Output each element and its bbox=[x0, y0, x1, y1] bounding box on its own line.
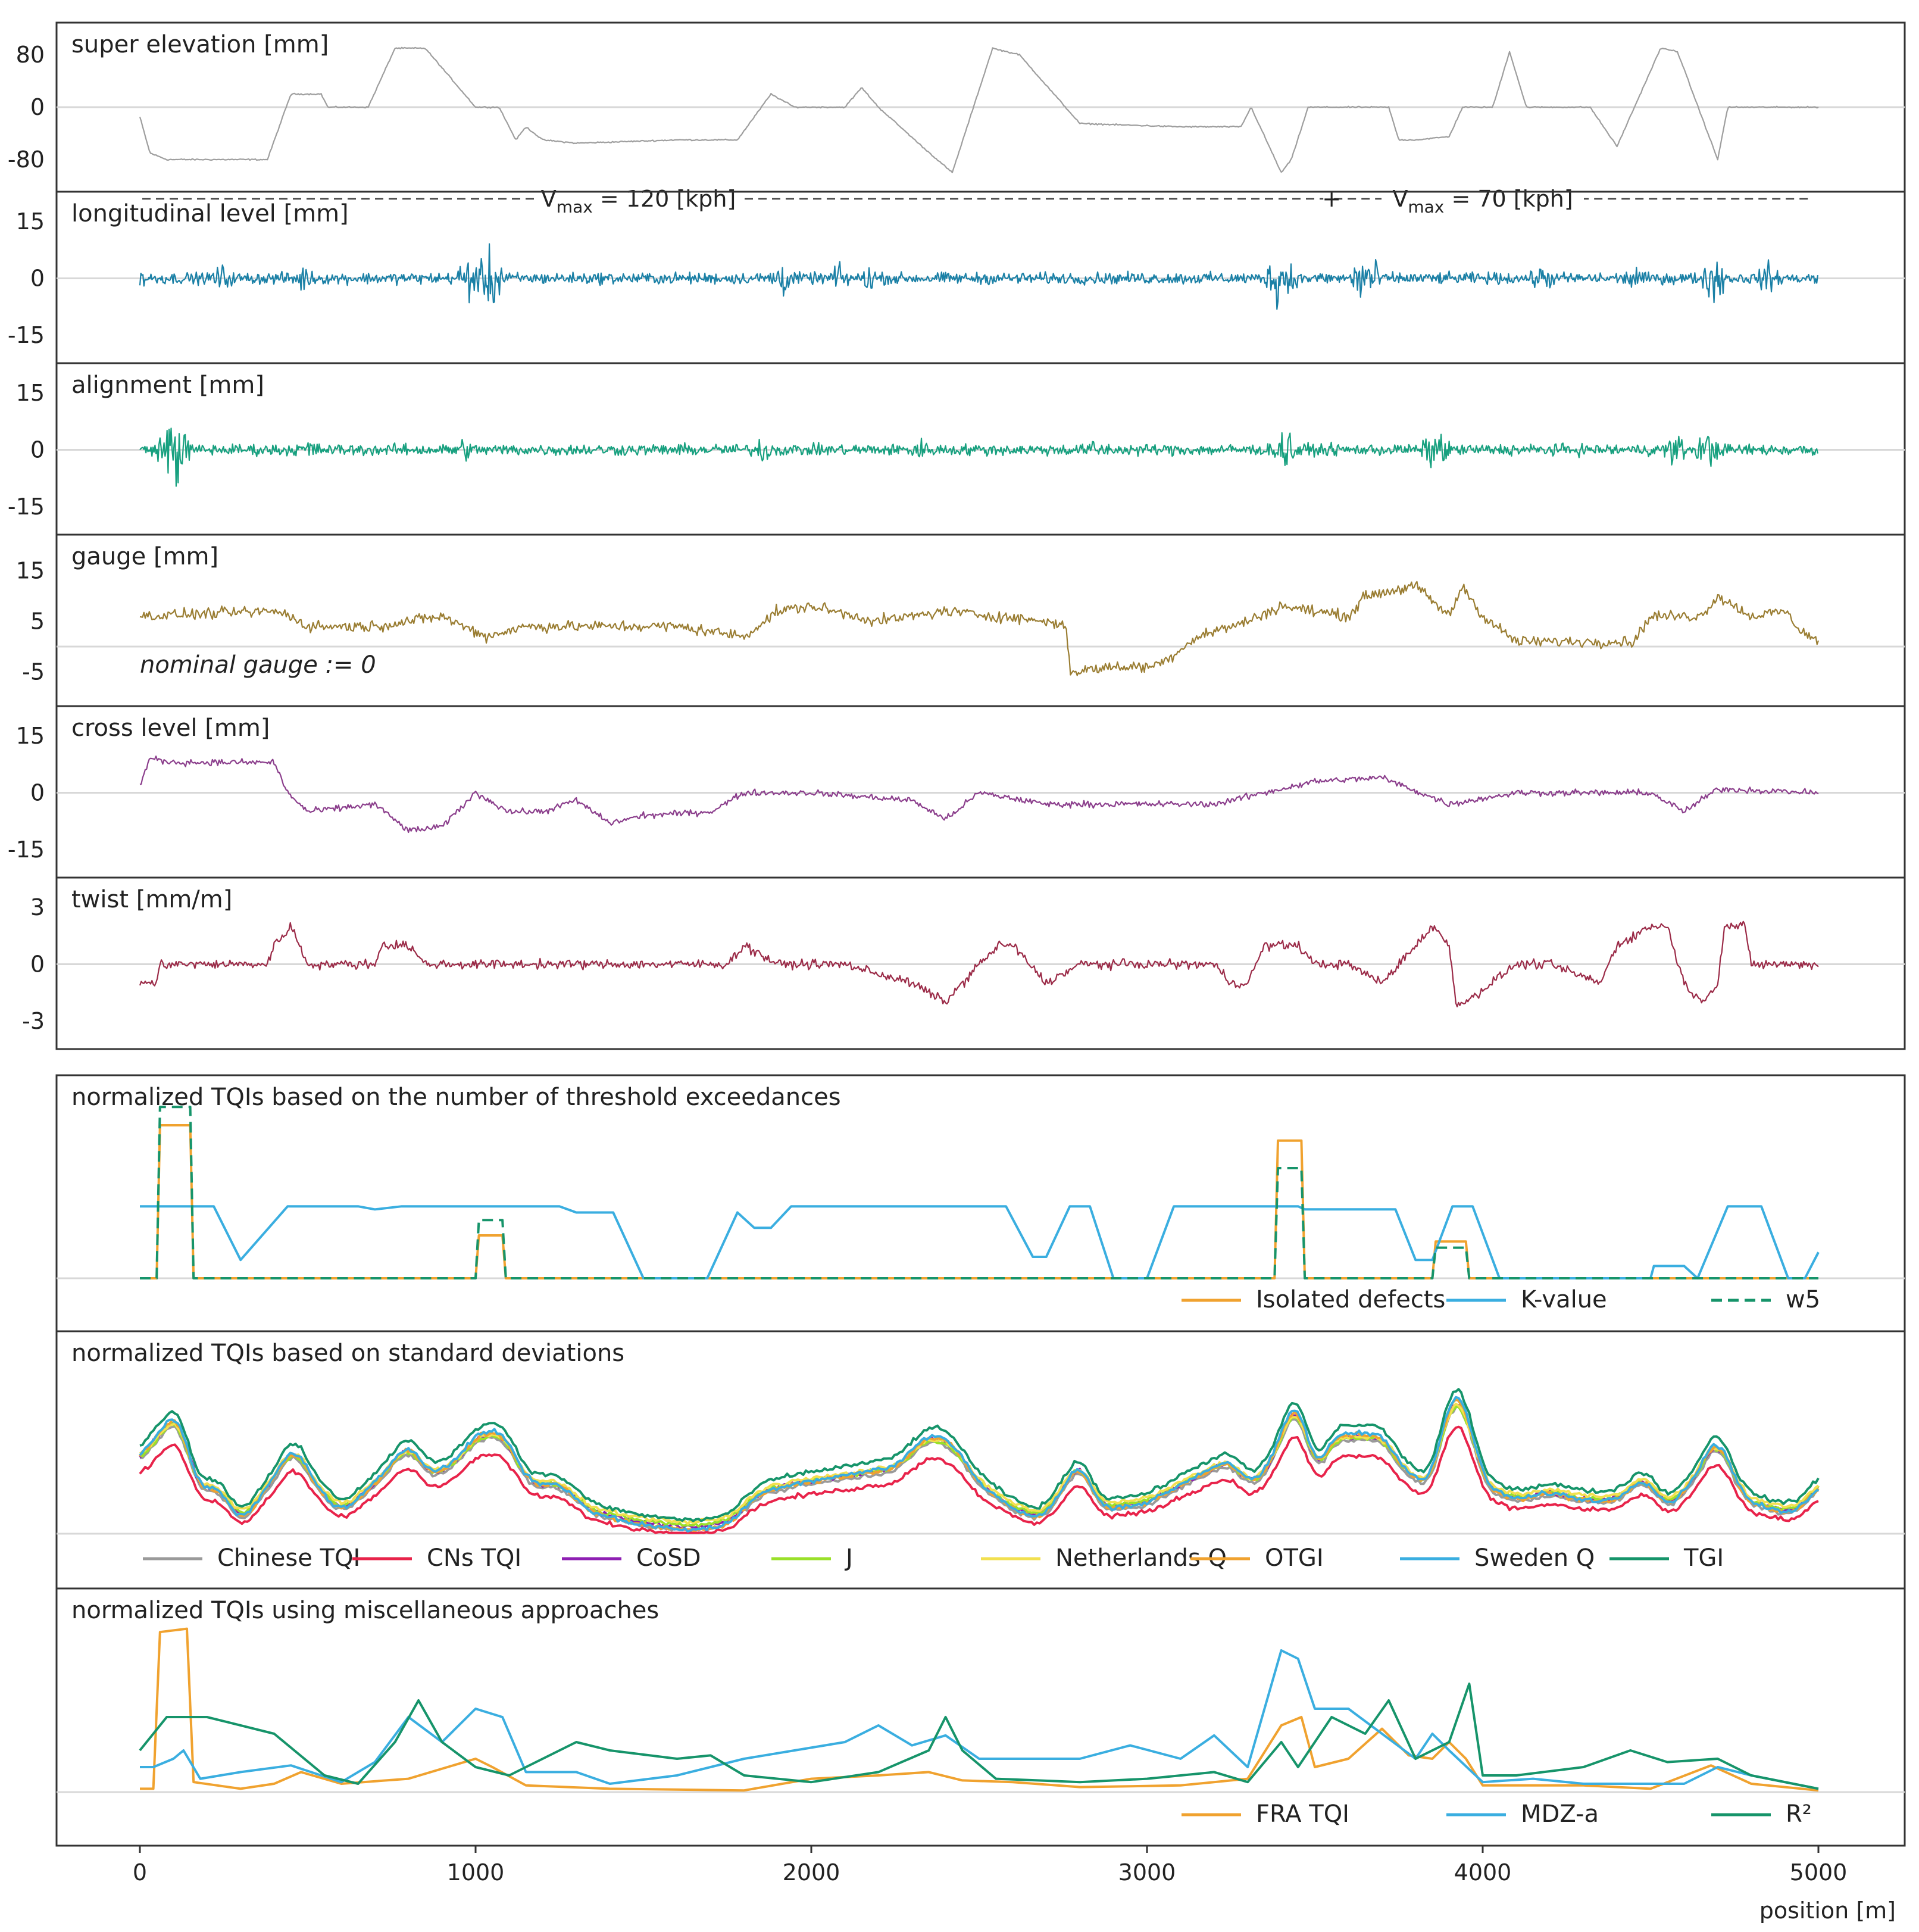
legend-label: Sweden Q bbox=[1474, 1544, 1595, 1572]
x-tick-label: 1000 bbox=[447, 1859, 505, 1886]
speed-label-bg bbox=[537, 181, 740, 217]
y-tick-label: -5 bbox=[22, 659, 45, 685]
y-tick-label: 0 bbox=[30, 951, 45, 978]
x-tick-label: 5000 bbox=[1790, 1859, 1848, 1886]
panel-super-elevation: super elevation [mm] 80 0 -80 Vmax = 120 [kp… bbox=[8, 21, 1906, 217]
panels-layer: super elevation [mm] 80 0 -80 Vmax = 120 [kp… bbox=[8, 21, 1906, 1847]
panel-tqi-exceedances: normalized TQIs based on the number of t… bbox=[55, 1074, 1906, 1332]
x-axis-label: position [m] bbox=[1759, 1897, 1896, 1924]
legend-label: K-value bbox=[1521, 1286, 1607, 1313]
y-tick-label: 15 bbox=[16, 558, 45, 584]
speed-label-bg bbox=[1382, 181, 1584, 217]
panel-title: normalized TQIs using miscellaneous appr… bbox=[71, 1597, 659, 1624]
panel-longitudinal-level: longitudinal level [mm] 15 0 -15 bbox=[8, 191, 1906, 364]
panel-title: cross level [mm] bbox=[71, 714, 270, 742]
legend-label: TGI bbox=[1683, 1544, 1724, 1572]
panel-title: gauge [mm] bbox=[71, 543, 218, 570]
panel-twist: twist [mm/m] 3 0 -3 bbox=[22, 876, 1906, 1050]
series-line-k-value bbox=[140, 1205, 1820, 1279]
x-tick-label: 2000 bbox=[783, 1859, 840, 1886]
y-tick-label: -3 bbox=[22, 1008, 45, 1034]
panel-note: nominal gauge := 0 bbox=[140, 651, 376, 679]
legend-label: R² bbox=[1786, 1800, 1812, 1828]
panel-tqi-std: normalized TQIs based on standard deviat… bbox=[55, 1330, 1906, 1590]
series-line-twist bbox=[139, 920, 1819, 1007]
panel-title: longitudinal level [mm] bbox=[71, 200, 349, 227]
panel-frame bbox=[55, 1587, 1906, 1847]
series-line-r- bbox=[139, 1683, 1819, 1790]
y-tick-label: 0 bbox=[30, 780, 45, 806]
panel-frame bbox=[55, 533, 1906, 707]
panel-title: super elevation [mm] bbox=[71, 31, 329, 58]
legend-label: CNs TQI bbox=[427, 1544, 521, 1572]
y-tick-label: 15 bbox=[16, 208, 45, 235]
legend-label: J bbox=[844, 1544, 853, 1572]
panel-title: normalized TQIs based on the number of t… bbox=[71, 1084, 841, 1111]
series-line-otgi bbox=[139, 1398, 1820, 1532]
panel-gauge: gauge [mm] 15 5 -5 nominal gauge := 0 bbox=[16, 533, 1906, 707]
series-line-w5 bbox=[140, 1106, 1818, 1279]
panel-title: twist [mm/m] bbox=[71, 886, 232, 913]
panel-title: normalized TQIs based on standard deviat… bbox=[71, 1340, 624, 1367]
series-line-cns-tqi bbox=[139, 1425, 1819, 1534]
panel-title: alignment [mm] bbox=[71, 372, 264, 399]
y-tick-label: 15 bbox=[16, 380, 45, 406]
speed-limit-label: Vmax = 120 [kph] bbox=[541, 186, 736, 217]
legend-label: Isolated defects bbox=[1256, 1286, 1445, 1313]
series-line-sweden-q bbox=[139, 1396, 1820, 1533]
y-tick-label: -15 bbox=[8, 322, 45, 348]
y-tick-label: -80 bbox=[8, 146, 45, 173]
legend-label: FRA TQI bbox=[1256, 1800, 1349, 1828]
series-line-alignment bbox=[139, 427, 1818, 487]
series-line-isolated-defects bbox=[140, 1124, 1818, 1279]
x-axis: 0 1000 2000 3000 4000 5000 position [m] bbox=[57, 1844, 1905, 1924]
series-line-longitudinal-level bbox=[139, 243, 1818, 310]
legend-label: Chinese TQI bbox=[217, 1544, 360, 1572]
speed-limit-label: Vmax = 70 [kph] bbox=[1392, 186, 1573, 217]
series-line-cross-level bbox=[139, 756, 1819, 834]
x-tick-label: 0 bbox=[133, 1859, 147, 1886]
series-line-super-elevation bbox=[139, 46, 1819, 173]
y-tick-label: -15 bbox=[8, 837, 45, 863]
legend-label: w5 bbox=[1786, 1286, 1820, 1313]
legend-label: CoSD bbox=[636, 1544, 701, 1572]
y-tick-label: 80 bbox=[16, 42, 45, 68]
legend-label: MDZ-a bbox=[1521, 1800, 1599, 1828]
y-tick-label: -15 bbox=[8, 494, 45, 520]
y-tick-label: 0 bbox=[30, 266, 45, 292]
section-marker: + bbox=[1322, 186, 1341, 212]
series-line-chinese-tqi bbox=[139, 1405, 1819, 1534]
x-tick-label: 3000 bbox=[1118, 1859, 1176, 1886]
y-tick-label: 0 bbox=[30, 437, 45, 463]
panel-cross-level: cross level [mm] 15 0 -15 bbox=[8, 705, 1906, 879]
y-tick-label: 5 bbox=[30, 608, 45, 635]
series-line-tgi bbox=[139, 1388, 1820, 1522]
panel-alignment: alignment [mm] 15 0 -15 bbox=[8, 362, 1906, 536]
panel-tqi-misc: normalized TQIs using miscellaneous appr… bbox=[55, 1587, 1906, 1847]
panel-frame bbox=[55, 1074, 1906, 1332]
series-line-fra-tqi bbox=[140, 1627, 1819, 1792]
y-tick-label: 3 bbox=[30, 894, 45, 920]
series-line-gauge bbox=[139, 580, 1820, 676]
x-tick-label: 4000 bbox=[1454, 1859, 1512, 1886]
legend-label: OTGI bbox=[1265, 1544, 1324, 1572]
y-tick-label: 0 bbox=[30, 94, 45, 120]
y-tick-label: 15 bbox=[16, 723, 45, 749]
